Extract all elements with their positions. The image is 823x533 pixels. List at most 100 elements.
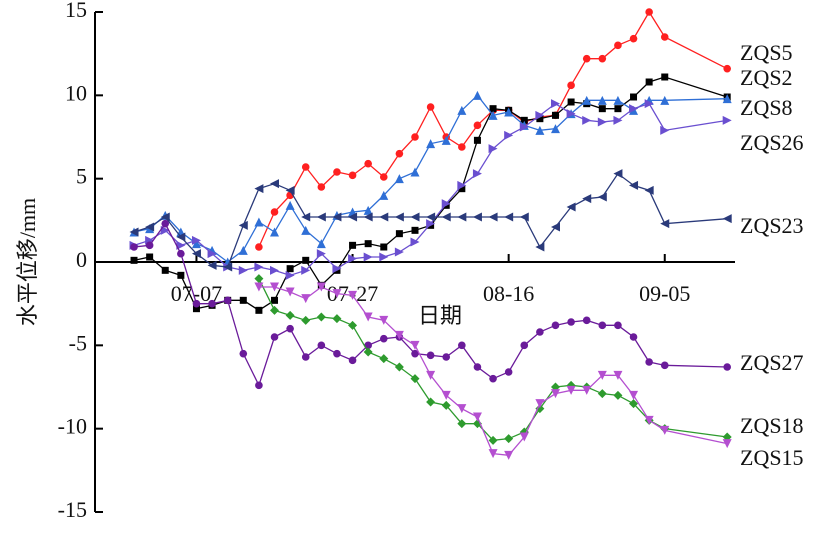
x-axis-label: 日期 bbox=[418, 303, 462, 328]
y-tick-label: 15 bbox=[65, 0, 87, 22]
marker bbox=[129, 227, 139, 237]
marker bbox=[598, 321, 607, 330]
marker bbox=[146, 253, 154, 261]
y-tick-label: 5 bbox=[76, 164, 87, 189]
marker bbox=[660, 361, 669, 370]
marker bbox=[239, 349, 248, 358]
marker bbox=[379, 190, 389, 200]
marker bbox=[349, 241, 357, 249]
marker bbox=[191, 235, 201, 245]
marker bbox=[441, 212, 451, 222]
marker bbox=[645, 358, 653, 366]
marker bbox=[208, 299, 216, 308]
x-tick-label: 09-05 bbox=[639, 281, 690, 306]
marker bbox=[333, 168, 341, 176]
marker bbox=[332, 289, 342, 299]
marker bbox=[395, 149, 404, 158]
marker bbox=[457, 212, 467, 222]
marker bbox=[363, 347, 373, 357]
marker bbox=[411, 226, 419, 234]
marker bbox=[316, 312, 326, 322]
marker bbox=[286, 265, 294, 273]
marker bbox=[567, 98, 575, 106]
marker bbox=[614, 41, 622, 50]
marker bbox=[473, 121, 482, 130]
marker bbox=[566, 385, 576, 395]
marker bbox=[348, 356, 357, 365]
marker bbox=[145, 222, 155, 232]
series-line bbox=[258, 10, 728, 248]
marker bbox=[333, 349, 341, 358]
marker bbox=[286, 324, 294, 333]
marker bbox=[238, 220, 248, 230]
marker bbox=[410, 340, 420, 350]
marker bbox=[441, 135, 451, 145]
marker bbox=[348, 171, 357, 180]
marker bbox=[519, 212, 529, 222]
marker bbox=[613, 370, 623, 380]
marker bbox=[317, 183, 326, 191]
marker bbox=[722, 115, 732, 125]
marker bbox=[271, 296, 279, 304]
marker bbox=[629, 390, 639, 400]
marker bbox=[597, 117, 607, 127]
marker bbox=[145, 241, 154, 250]
marker bbox=[488, 449, 498, 459]
series-line bbox=[133, 172, 728, 268]
marker bbox=[520, 116, 528, 124]
marker bbox=[254, 282, 264, 292]
marker bbox=[426, 370, 436, 380]
marker bbox=[301, 265, 311, 275]
marker bbox=[426, 139, 436, 149]
marker bbox=[472, 169, 482, 179]
marker bbox=[535, 404, 545, 414]
marker bbox=[176, 232, 186, 242]
marker bbox=[301, 163, 310, 171]
series-label: ZQS5 bbox=[740, 40, 793, 65]
marker bbox=[644, 415, 654, 425]
marker bbox=[348, 290, 358, 300]
marker bbox=[645, 78, 653, 86]
marker bbox=[410, 212, 420, 222]
marker bbox=[723, 64, 731, 73]
marker bbox=[629, 104, 639, 114]
marker bbox=[597, 95, 607, 105]
marker bbox=[472, 90, 482, 100]
marker bbox=[301, 315, 311, 325]
marker bbox=[504, 434, 514, 444]
marker bbox=[722, 439, 732, 449]
marker bbox=[160, 225, 170, 235]
marker bbox=[598, 54, 607, 63]
marker bbox=[722, 214, 732, 224]
marker bbox=[504, 212, 514, 222]
marker bbox=[254, 274, 264, 284]
series-line bbox=[133, 76, 728, 312]
marker bbox=[629, 399, 639, 409]
marker bbox=[535, 125, 545, 135]
marker bbox=[661, 73, 669, 81]
marker bbox=[285, 185, 295, 195]
marker bbox=[458, 143, 466, 151]
marker bbox=[379, 315, 389, 325]
marker bbox=[379, 212, 389, 222]
marker bbox=[410, 167, 420, 177]
marker bbox=[582, 194, 592, 204]
marker bbox=[394, 362, 404, 372]
marker bbox=[270, 208, 279, 216]
marker bbox=[645, 8, 653, 16]
marker bbox=[489, 105, 497, 113]
marker bbox=[550, 99, 560, 109]
marker bbox=[379, 173, 388, 181]
marker bbox=[364, 159, 372, 168]
marker bbox=[644, 185, 654, 195]
marker bbox=[582, 316, 591, 325]
y-tick-label: -15 bbox=[58, 497, 87, 522]
marker bbox=[426, 212, 436, 222]
marker bbox=[254, 217, 264, 227]
series-line bbox=[133, 102, 728, 277]
marker bbox=[161, 219, 170, 228]
series-line bbox=[133, 94, 728, 263]
marker bbox=[457, 404, 467, 414]
marker bbox=[302, 256, 310, 264]
marker bbox=[301, 212, 311, 222]
